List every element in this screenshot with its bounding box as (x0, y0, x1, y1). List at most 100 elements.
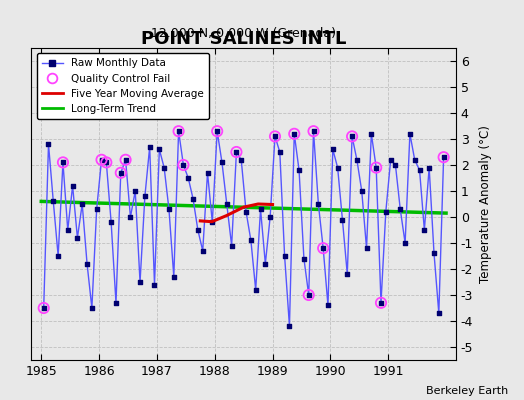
Point (266, 214, 275, 220)
Point (343, 271, 352, 278)
Point (107, 219, 115, 225)
Point (150, 282, 159, 288)
Point (319, 245, 328, 251)
Point (348, 133, 356, 140)
Point (83, 261, 91, 267)
Point (440, 154, 448, 160)
Point (304, 292, 313, 298)
Point (213, 128, 221, 134)
Point (410, 156, 419, 163)
Point (391, 162, 400, 168)
Y-axis label: Temperature Anomaly (°C): Temperature Anomaly (°C) (479, 125, 492, 283)
Point (416, 167, 424, 174)
Point (440, 154, 448, 160)
Point (271, 133, 279, 140)
Point (126, 214, 135, 220)
Point (208, 219, 216, 225)
Point (73, 234, 82, 241)
Point (174, 128, 183, 134)
Point (319, 245, 328, 251)
Point (218, 159, 226, 166)
Text: 12.000 N, 0.000 W (Grenada): 12.000 N, 0.000 W (Grenada) (151, 27, 336, 40)
Point (280, 253, 289, 259)
Point (430, 250, 438, 257)
Point (39, 305, 48, 311)
Point (252, 286, 260, 293)
Point (54, 253, 62, 259)
Point (179, 162, 188, 168)
Point (141, 193, 149, 199)
Point (49, 198, 58, 205)
Point (131, 188, 139, 194)
Point (290, 130, 299, 137)
Point (63, 227, 72, 233)
Point (184, 175, 192, 181)
Point (88, 305, 96, 311)
Title: POINT SALINES INTL: POINT SALINES INTL (141, 30, 346, 48)
Point (122, 156, 130, 163)
Point (160, 164, 168, 171)
Point (45, 141, 53, 147)
Text: Berkeley Earth: Berkeley Earth (426, 386, 508, 396)
Point (179, 162, 188, 168)
Point (300, 255, 308, 262)
Point (314, 201, 323, 207)
Point (285, 323, 293, 330)
Point (261, 261, 269, 267)
Point (116, 170, 125, 176)
Point (232, 149, 241, 155)
Point (434, 310, 443, 316)
Point (194, 227, 202, 233)
Point (203, 170, 212, 176)
Point (304, 292, 313, 298)
Point (401, 240, 409, 246)
Point (136, 279, 144, 285)
Point (174, 128, 183, 134)
Point (247, 237, 255, 244)
Point (213, 128, 221, 134)
Point (69, 182, 77, 189)
Point (122, 156, 130, 163)
Point (92, 206, 101, 212)
Point (199, 248, 207, 254)
Point (357, 188, 366, 194)
Point (372, 164, 380, 171)
Point (237, 156, 245, 163)
Point (295, 167, 303, 174)
Point (227, 242, 236, 249)
Point (363, 245, 371, 251)
Point (271, 133, 279, 140)
Point (78, 201, 86, 207)
Point (367, 130, 376, 137)
Point (223, 201, 231, 207)
Point (338, 216, 346, 223)
Point (387, 156, 395, 163)
Point (146, 144, 154, 150)
Point (377, 300, 385, 306)
Point (97, 156, 106, 163)
Point (97, 156, 106, 163)
Point (116, 170, 125, 176)
Point (396, 206, 405, 212)
Point (155, 146, 163, 152)
Point (189, 196, 197, 202)
Point (170, 274, 178, 280)
Point (242, 209, 250, 215)
Point (309, 128, 318, 134)
Legend: Raw Monthly Data, Quality Control Fail, Five Year Moving Average, Long-Term Tren: Raw Monthly Data, Quality Control Fail, … (37, 53, 209, 119)
Point (377, 300, 385, 306)
Point (256, 206, 265, 212)
Point (39, 305, 48, 311)
Point (348, 133, 356, 140)
Point (420, 227, 429, 233)
Point (372, 164, 380, 171)
Point (309, 128, 318, 134)
Point (102, 159, 111, 166)
Point (112, 300, 120, 306)
Point (276, 149, 284, 155)
Point (324, 302, 332, 309)
Point (59, 159, 67, 166)
Point (59, 159, 67, 166)
Point (353, 156, 361, 163)
Point (425, 164, 433, 171)
